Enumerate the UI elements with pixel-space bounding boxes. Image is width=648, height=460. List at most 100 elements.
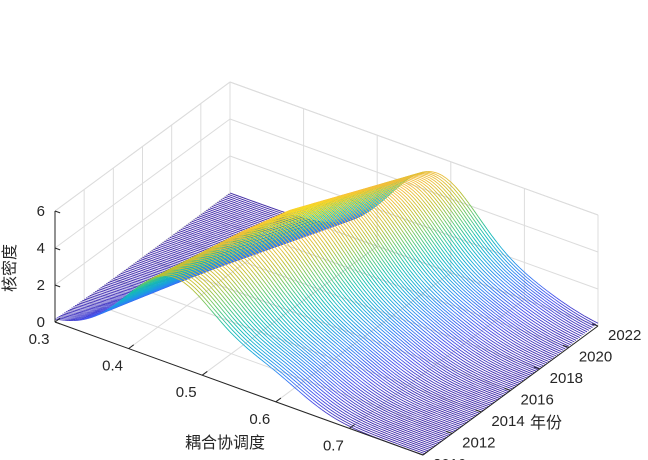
surface-mesh-line [335,198,342,203]
surface-mesh-line [229,192,235,196]
surface-mesh-line [471,287,477,292]
surface-mesh-line [334,201,341,207]
surface-mesh-line [392,342,398,348]
surface-mesh-line [367,188,373,191]
surface-mesh-line [279,218,285,221]
surface-mesh-line [485,403,491,406]
surface-mesh-line [533,324,539,328]
surface-mesh-line [357,190,364,195]
surface-mesh-line [472,294,478,300]
surface-mesh-line [494,281,501,287]
surface-mesh-line [482,366,488,370]
surface-mesh-line [423,189,429,195]
surface-mesh-line [468,297,474,303]
surface-mesh-line [188,227,194,231]
surface-mesh-line [481,317,487,323]
surface-mesh-line [455,355,462,360]
surface-mesh-line [366,334,373,339]
surface-mesh-line [471,277,478,283]
surface-mesh-line [424,187,431,194]
surface-mesh-line [560,346,566,350]
surface-mesh-line [387,188,393,194]
surface-mesh-line [443,276,449,283]
surface-mesh-line [340,201,346,207]
surface-mesh-line [372,269,378,276]
surface-mesh-line [397,284,404,291]
surface-mesh-line [431,383,437,387]
surface-mesh-line [377,197,383,202]
surface-mesh-line [358,193,364,197]
surface-mesh-line [181,233,187,236]
surface-mesh-line [464,220,470,228]
surface-mesh-line [457,380,463,384]
surface-mesh-line [390,188,396,194]
surface-mesh-line [178,245,183,249]
surface-mesh-line [450,201,456,209]
surface-mesh-line [330,201,336,205]
surface-mesh-line [507,376,513,379]
surface-mesh-line [458,226,465,234]
surface-mesh-line [423,197,430,204]
surface-mesh-line [510,322,516,327]
surface-mesh-line [332,231,338,239]
surface-mesh-line [235,198,241,202]
surface-mesh-line [434,366,441,371]
surface-mesh-line [328,275,334,282]
surface-mesh-line [473,292,480,298]
surface-mesh-line [300,218,306,223]
surface-mesh-line [480,386,485,389]
surface-mesh-line [317,239,323,246]
surface-mesh-line [422,199,428,206]
surface-mesh-line [432,376,438,380]
surface-mesh-line [492,352,498,356]
surface-mesh-line [317,209,324,214]
surface-mesh-line [425,241,432,249]
surface-mesh-line [541,323,547,328]
surface-mesh-line [365,308,372,314]
surface-mesh-line [462,302,469,308]
surface-mesh-line [380,271,386,278]
surface-mesh-line [214,238,220,242]
surface-mesh-line [231,201,237,204]
surface-mesh-line [368,273,374,281]
surface-mesh-line [465,207,471,215]
surface-mesh-line [419,373,425,378]
surface-mesh-line [282,221,288,226]
surface-mesh-line [507,339,513,344]
surface-mesh-line [181,252,187,256]
surface-mesh-line [510,379,516,383]
surface-mesh-line [371,320,377,326]
surface-mesh-line [475,346,481,351]
surface-mesh-line [286,213,292,215]
surface-mesh-line [446,363,452,368]
surface-mesh-line [142,275,148,278]
surface-mesh-line [510,291,516,297]
surface-mesh-line [478,343,484,347]
surface-mesh-line [218,210,224,214]
surface-mesh-line [444,319,450,324]
surface-mesh-line [556,311,562,316]
surface-mesh-line [445,177,452,183]
surface-mesh-line [477,404,483,407]
surface-mesh-line [464,243,470,251]
surface-mesh-line [379,195,385,201]
surface-mesh-line [270,218,276,220]
surface-mesh-line [440,331,446,336]
surface-mesh-line [185,250,191,253]
surface-mesh-line [449,191,455,198]
surface-mesh-line [523,280,529,286]
surface-mesh-line [471,397,477,401]
surface-mesh-line [330,258,337,266]
surface-mesh-line [359,235,365,243]
surface-mesh-line [407,361,413,366]
surface-mesh-line [414,370,420,375]
surface-mesh-line [236,202,242,206]
surface-mesh-line [416,176,422,179]
surface-mesh-line [228,223,234,227]
surface-mesh-line [397,195,403,201]
surface-mesh-line [131,264,137,268]
surface-mesh-line [539,311,546,316]
surface-mesh-line [381,188,387,192]
surface-mesh-line [526,285,532,291]
surface-mesh-line [383,189,389,194]
